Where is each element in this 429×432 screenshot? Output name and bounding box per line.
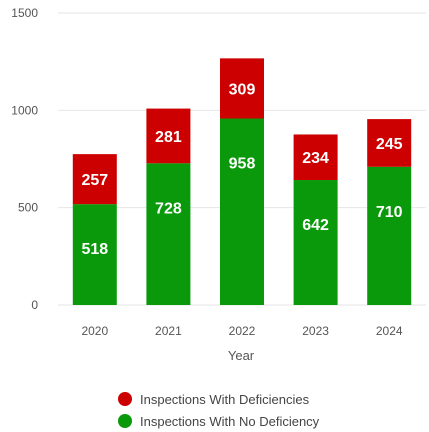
bar-value-label: 958 — [229, 156, 256, 173]
legend: Inspections With Deficiencies Inspections… — [118, 388, 418, 432]
y-tick-label: 0 — [31, 298, 38, 312]
x-tick-label: 2020 — [81, 324, 108, 338]
bar-value-label: 728 — [155, 200, 182, 217]
x-tick-label: 2021 — [155, 324, 182, 338]
bar-value-label: 309 — [229, 81, 256, 98]
bar-segment[interactable] — [367, 166, 412, 305]
bar-segment[interactable] — [146, 108, 191, 164]
legend-swatch — [118, 392, 132, 406]
bar-segment[interactable] — [367, 119, 412, 167]
bar-labels: 518 257 728 281 958 309 642 234 710 245 — [81, 81, 402, 258]
bar-value-label: 234 — [302, 150, 329, 167]
axes: 0 500 1000 1500 2020 2021 2022 2023 2024 — [11, 6, 403, 338]
bar-value-label: 257 — [81, 172, 108, 189]
bar-value-label: 518 — [81, 241, 108, 258]
bar-segment[interactable] — [146, 163, 191, 305]
legend-label: Inspections With Deficiencies — [140, 391, 310, 407]
bar-value-label: 245 — [376, 136, 403, 153]
bar-segment[interactable] — [220, 58, 264, 119]
bar-segment[interactable] — [220, 118, 264, 305]
bar-segment[interactable] — [72, 204, 117, 305]
legend-label: Inspections With No Deficiency — [140, 413, 320, 429]
legend-item[interactable]: Inspections With Deficiencies — [118, 388, 418, 410]
x-axis-title: Year — [228, 348, 255, 363]
x-tick-label: 2024 — [376, 324, 403, 338]
bar-value-label: 281 — [155, 129, 182, 146]
bar-value-label: 642 — [302, 217, 329, 234]
bar-value-label: 710 — [376, 204, 403, 221]
bars — [72, 58, 412, 305]
bar-segment[interactable] — [293, 180, 338, 305]
legend-item[interactable]: Inspections With No Deficiency — [118, 410, 418, 432]
bar-segment[interactable] — [72, 154, 117, 205]
x-tick-label: 2022 — [229, 324, 256, 338]
x-tick-label: 2023 — [302, 324, 329, 338]
y-tick-label: 1000 — [11, 103, 38, 117]
legend-swatch — [118, 414, 132, 428]
stacked-bar-chart: 518 257 728 281 958 309 642 234 710 245 0 500 1000 1… — [11, 6, 426, 363]
y-tick-label: 1500 — [11, 6, 38, 20]
bar-segment[interactable] — [293, 134, 338, 181]
y-tick-label: 500 — [18, 201, 38, 215]
